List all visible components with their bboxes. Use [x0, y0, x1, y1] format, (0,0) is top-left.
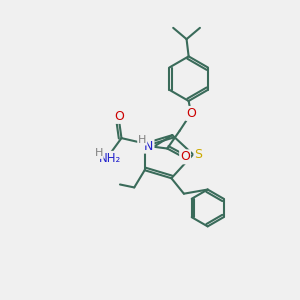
- Text: N: N: [144, 140, 154, 153]
- Text: H: H: [138, 135, 146, 145]
- Text: O: O: [114, 110, 124, 123]
- Text: O: O: [180, 150, 190, 163]
- Text: NH₂: NH₂: [98, 152, 121, 165]
- Text: S: S: [194, 148, 202, 161]
- Text: O: O: [186, 107, 196, 120]
- Text: H: H: [94, 148, 103, 158]
